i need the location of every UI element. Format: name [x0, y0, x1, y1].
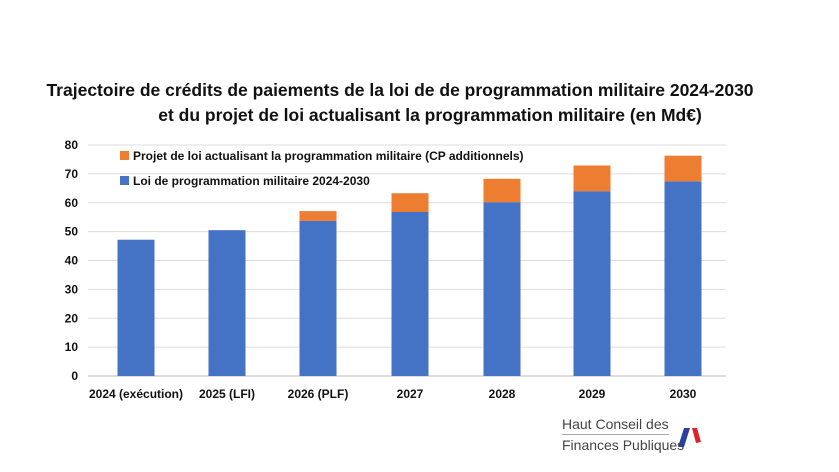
y-tick-label: 50	[65, 225, 79, 239]
logo-line-2: Finances Publiques	[562, 437, 685, 453]
logo-line-1: Haut Conseil des	[562, 414, 669, 435]
bar-lpm	[664, 181, 702, 376]
bar-additional	[664, 155, 702, 182]
bar-additional	[483, 178, 521, 203]
y-tick-label: 20	[65, 311, 79, 325]
y-tick-label: 30	[65, 282, 79, 296]
x-tick-label: 2026 (PLF)	[288, 387, 349, 401]
x-tick-label: 2030	[670, 387, 697, 401]
y-tick-label: 40	[65, 254, 79, 268]
x-tick-label: 2028	[489, 387, 516, 401]
x-tick-label: 2024 (exécution)	[89, 387, 183, 401]
y-tick-label: 70	[65, 167, 79, 181]
hcfp-logo: Haut Conseil des Finances Publiques	[562, 414, 684, 455]
bar-lpm	[299, 220, 337, 376]
bar-lpm	[208, 230, 246, 376]
y-tick-label: 0	[71, 369, 78, 383]
bar-lpm	[391, 211, 429, 376]
bar-lpm	[573, 191, 611, 376]
legend-swatch	[120, 176, 129, 185]
bar-additional	[299, 211, 337, 221]
y-tick-label: 10	[65, 340, 79, 354]
chart-title: Trajectoire de crédits de paiements de l…	[46, 80, 754, 100]
x-tick-label: 2027	[397, 387, 424, 401]
bar-lpm	[117, 239, 155, 376]
legend-swatch	[120, 151, 129, 160]
y-tick-label: 80	[65, 138, 79, 152]
bar-lpm	[483, 202, 521, 376]
x-tick-label: 2029	[579, 387, 606, 401]
legend-label: Loi de programmation militaire 2024-2030	[133, 174, 370, 188]
y-tick-label: 60	[65, 196, 79, 210]
bar-additional	[391, 193, 429, 212]
bar-additional	[573, 165, 611, 192]
x-tick-label: 2025 (LFI)	[199, 387, 255, 401]
legend-label: Projet de loi actualisant la programmati…	[133, 149, 524, 163]
chart-subtitle: et du projet de loi actualisant la progr…	[158, 105, 702, 125]
